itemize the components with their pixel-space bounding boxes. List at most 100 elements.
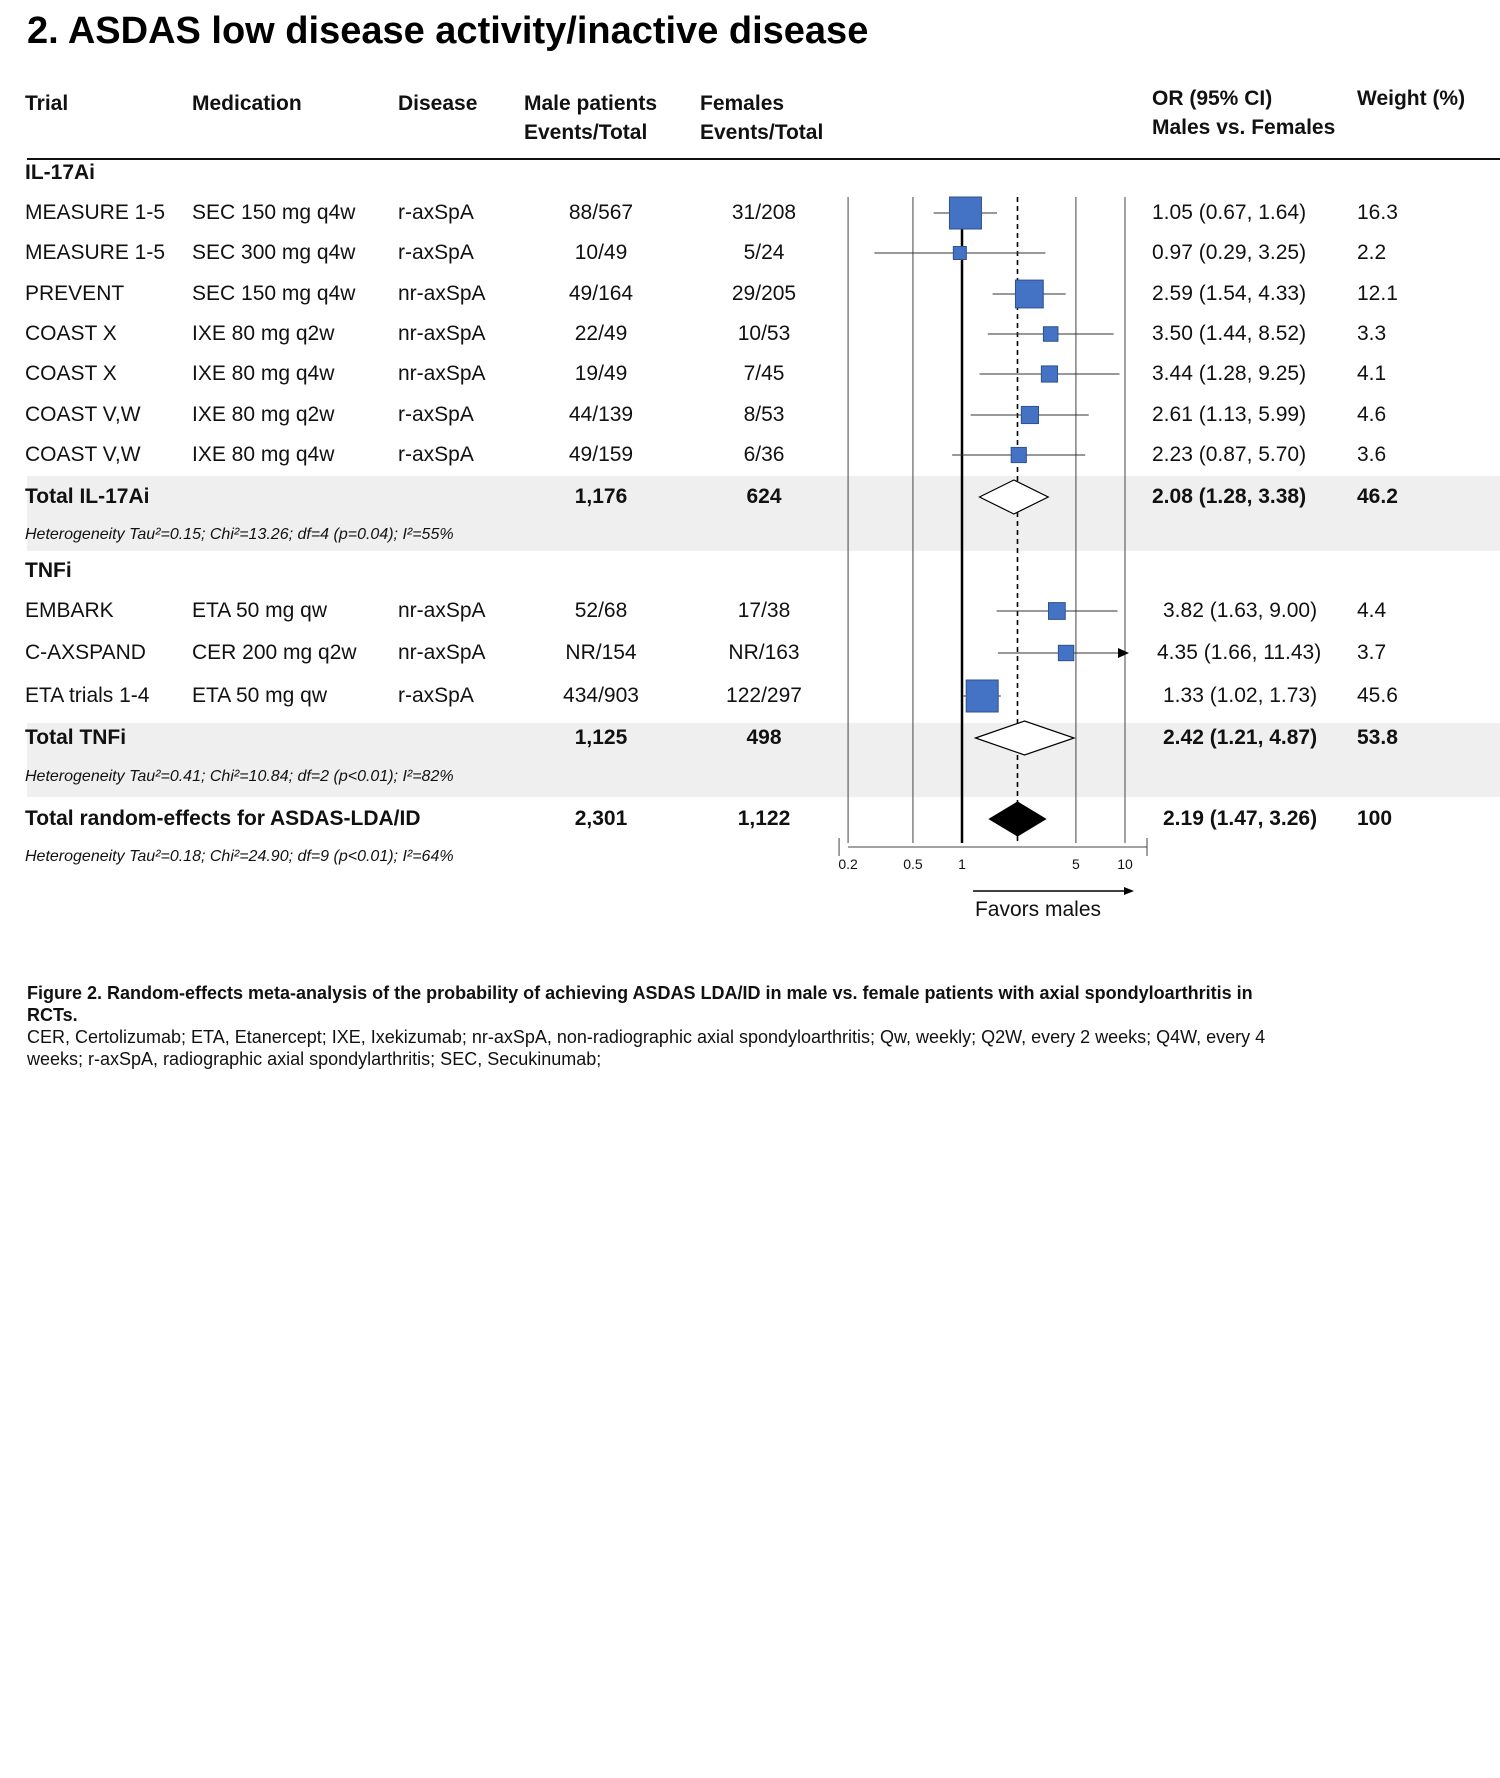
disease: nr-axSpA <box>398 322 486 345</box>
header-or: OR (95% CI) Males vs. Females <box>1152 84 1335 142</box>
overall-or: 2.19 (1.47, 3.26) <box>1163 807 1318 830</box>
disease: r-axSpA <box>398 241 474 264</box>
subtotal-band-tnfi <box>27 723 1500 797</box>
or-ci: 1.05 (0.67, 1.64) <box>1152 201 1307 224</box>
female-events: 122/297 <box>726 684 802 707</box>
header-divider <box>27 158 1500 160</box>
study-square <box>952 246 967 260</box>
header-male-line1: Male patients <box>524 92 658 115</box>
tick-label: 0.2 <box>838 856 858 872</box>
or-ci: 3.82 (1.63, 9.00) <box>1163 599 1318 622</box>
tick-label: 1 <box>958 856 966 872</box>
caption-bold: Figure 2. Random-effects meta-analysis o… <box>27 983 1253 1025</box>
study-square <box>1010 446 1027 464</box>
medication: CER 200 mg q2w <box>192 641 357 664</box>
trial-name: COAST V,W <box>25 443 141 466</box>
study-square <box>1014 279 1044 309</box>
header-or-line2: Males vs. Females <box>1152 116 1336 139</box>
header-female: Females Events/Total <box>700 89 823 147</box>
weight: 3.3 <box>1357 322 1387 345</box>
medication: SEC 150 mg q4w <box>192 282 356 305</box>
weight: 4.1 <box>1357 362 1387 385</box>
medication: SEC 150 mg q4w <box>192 201 356 224</box>
study-square <box>1047 602 1066 620</box>
weight: 4.4 <box>1357 599 1387 622</box>
subtotal-label: Total TNFi <box>25 726 127 749</box>
tick-label: 0.5 <box>903 856 923 872</box>
study-square <box>1057 644 1075 662</box>
study-square <box>1040 365 1059 383</box>
overall-weight: 100 <box>1357 807 1393 830</box>
subtotal-female: 624 <box>746 485 782 508</box>
female-events: 7/45 <box>743 362 785 385</box>
header-female-line1: Females <box>700 92 785 115</box>
male-events: 49/159 <box>568 443 634 466</box>
or-ci: 2.61 (1.13, 5.99) <box>1152 403 1307 426</box>
or-ci: 4.35 (1.66, 11.43) <box>1157 641 1322 664</box>
header-trial: Trial <box>25 92 69 115</box>
overall-female: 1,122 <box>737 807 791 830</box>
group-label: TNFi <box>25 559 72 582</box>
disease: r-axSpA <box>398 443 474 466</box>
disease: nr-axSpA <box>398 641 486 664</box>
weight: 3.7 <box>1357 641 1387 664</box>
disease: r-axSpA <box>398 403 474 426</box>
favors-arrow-head <box>1124 887 1134 895</box>
header-or-line1: OR (95% CI) <box>1152 87 1273 110</box>
male-events: 10/49 <box>574 241 628 264</box>
header-male-line2: Events/Total <box>524 121 648 144</box>
header-male: Male patients Events/Total <box>524 89 657 147</box>
subtotal-diamond <box>978 479 1050 515</box>
female-events: 5/24 <box>743 241 785 264</box>
trial-name: COAST V,W <box>25 403 141 426</box>
study-square <box>948 196 982 230</box>
female-events: 17/38 <box>737 599 791 622</box>
or-ci: 3.50 (1.44, 8.52) <box>1152 322 1307 345</box>
header-medication: Medication <box>192 92 302 115</box>
overall-male: 2,301 <box>574 807 628 830</box>
subtotal-male: 1,176 <box>574 485 628 508</box>
medication: IXE 80 mg q2w <box>192 403 335 426</box>
subtotal-weight: 53.8 <box>1357 726 1398 749</box>
male-events: 88/567 <box>568 201 634 224</box>
overall-diamond <box>988 801 1047 837</box>
male-events: 19/49 <box>574 362 628 385</box>
header-female-line2: Events/Total <box>700 121 824 144</box>
or-ci: 2.23 (0.87, 5.70) <box>1152 443 1307 466</box>
trial-name: PREVENT <box>25 282 125 305</box>
subtotal-male: 1,125 <box>574 726 628 749</box>
favors-males-label: Favors males <box>975 898 1101 921</box>
female-events: 31/208 <box>731 201 797 224</box>
tick-label: 10 <box>1117 856 1133 872</box>
trial-name: MEASURE 1-5 <box>25 201 166 224</box>
trial-name: EMBARK <box>25 599 114 622</box>
medication: IXE 80 mg q2w <box>192 322 335 345</box>
header-disease: Disease <box>398 92 478 115</box>
heterogeneity-text: Heterogeneity Tau²=0.15; Chi²=13.26; df=… <box>25 526 454 543</box>
weight: 16.3 <box>1357 201 1398 224</box>
weight: 12.1 <box>1357 282 1398 305</box>
or-ci: 2.59 (1.54, 4.33) <box>1152 282 1307 305</box>
header-weight: Weight (%) <box>1357 87 1466 110</box>
male-events: 49/164 <box>568 282 634 305</box>
subtotal-label: Total IL-17Ai <box>25 485 150 508</box>
or-ci: 3.44 (1.28, 9.25) <box>1152 362 1307 385</box>
study-square <box>1042 326 1059 342</box>
caption-text: CER, Certolizumab; ETA, Etanercept; IXE,… <box>27 1027 1266 1069</box>
heterogeneity-text: Heterogeneity Tau²=0.41; Chi²=10.84; df=… <box>25 768 454 785</box>
subtotal-weight: 46.2 <box>1357 485 1398 508</box>
medication: IXE 80 mg q4w <box>192 362 335 385</box>
or-ci: 0.97 (0.29, 3.25) <box>1152 241 1307 264</box>
trial-name: C-AXSPAND <box>25 641 146 664</box>
weight: 45.6 <box>1357 684 1398 707</box>
subtotal-or: 2.08 (1.28, 3.38) <box>1152 485 1307 508</box>
trial-name: ETA trials 1-4 <box>25 684 150 707</box>
male-events: 22/49 <box>574 322 628 345</box>
ci-clip-arrow <box>1118 648 1129 658</box>
group-label: IL-17Ai <box>25 161 96 184</box>
figure-caption: Figure 2. Random-effects meta-analysis o… <box>27 982 1277 1070</box>
medication: ETA 50 mg qw <box>192 599 328 622</box>
female-events: 29/205 <box>731 282 797 305</box>
subtotal-band-il17 <box>27 476 1500 551</box>
